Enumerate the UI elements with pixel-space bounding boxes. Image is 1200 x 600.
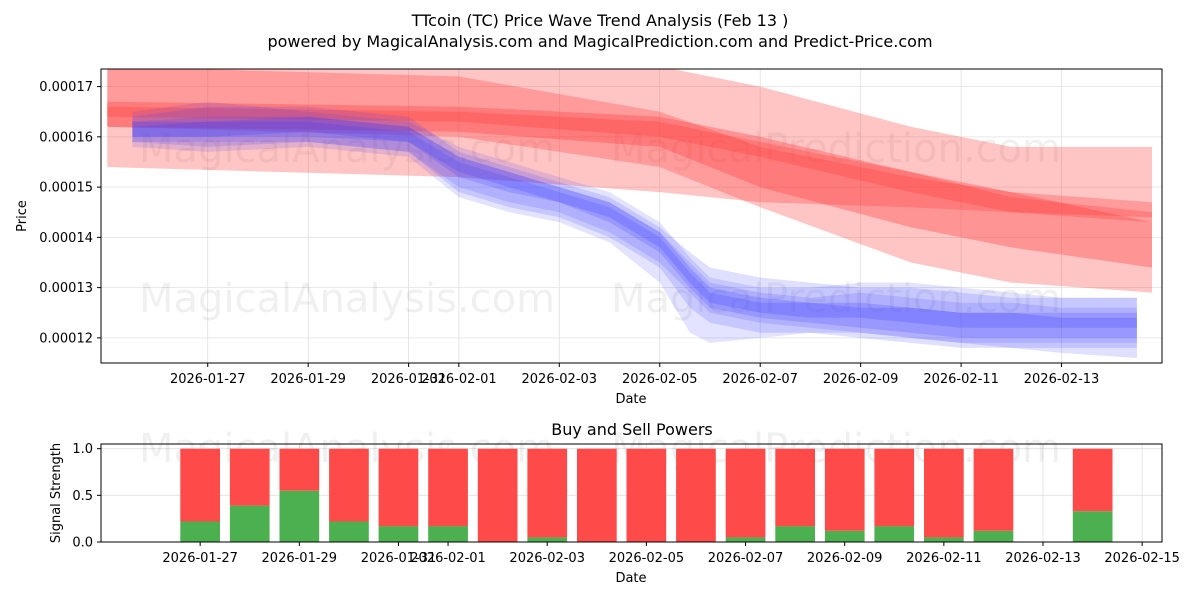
buy-sell-y-tick-label: 0.5 bbox=[72, 489, 93, 504]
price-x-tick-label: 2026-02-03 bbox=[522, 372, 598, 387]
buy-bar bbox=[428, 526, 468, 542]
buy-sell-chart: Buy and Sell Powers MagicalAnalysis.com … bbox=[49, 420, 1180, 586]
buy-sell-x-tick-label: 2026-02-01 bbox=[410, 551, 486, 566]
price-x-tick-label: 2026-02-05 bbox=[622, 372, 698, 387]
price-plot-frame bbox=[100, 68, 1163, 364]
red-forecast-band bbox=[107, 101, 1152, 268]
red-forecast-band bbox=[107, 69, 1152, 218]
buy-bar bbox=[329, 521, 369, 542]
buy-sell-title: Buy and Sell Powers bbox=[551, 420, 713, 439]
red-forecast-band bbox=[107, 69, 1152, 293]
price-y-label: Price bbox=[15, 200, 30, 232]
sell-bar bbox=[1072, 448, 1113, 512]
price-y-tick-label: 0.00017 bbox=[39, 80, 93, 95]
price-x-tick-label: 2026-02-09 bbox=[823, 372, 899, 387]
buy-bar bbox=[725, 537, 766, 542]
buy-sell-x-tick-label: 2026-01-27 bbox=[162, 551, 238, 566]
watermark-right: MagicalPrediction.com bbox=[611, 126, 1061, 172]
price-y-tick-label: 0.00013 bbox=[39, 281, 93, 296]
price-x-tick-label: 2026-02-11 bbox=[923, 372, 999, 387]
buy-sell-x-tick-label: 2026-02-13 bbox=[1005, 551, 1081, 566]
price-x-label: Date bbox=[615, 392, 646, 407]
sell-bar bbox=[180, 448, 220, 522]
buy-sell-y-tick-label: 0.0 bbox=[72, 536, 93, 551]
sell-bar bbox=[279, 448, 320, 491]
watermark-left: MagicalAnalysis.com bbox=[139, 126, 555, 172]
price-x-tick-label: 2026-02-07 bbox=[722, 372, 798, 387]
buy-sell-x-label: Date bbox=[615, 571, 646, 586]
chart-title: TTcoin (TC) Price Wave Trend Analysis (F… bbox=[411, 11, 789, 30]
buy-sell-x-tick-label: 2026-01-31 bbox=[361, 551, 437, 566]
sell-bar bbox=[874, 448, 915, 527]
buy-sell-x-tick-label: 2026-02-03 bbox=[509, 551, 585, 566]
buy-sell-bars bbox=[180, 448, 1113, 542]
price-x-tick-label: 2026-01-29 bbox=[270, 372, 346, 387]
buy-sell-x-tick-label: 2026-02-15 bbox=[1104, 551, 1180, 566]
buy-sell-x-tick-label: 2026-02-11 bbox=[906, 551, 982, 566]
sell-bar bbox=[973, 448, 1014, 531]
watermark-left-2: MagicalAnalysis.com bbox=[139, 276, 555, 322]
buy-bar bbox=[378, 526, 419, 542]
blue-wave-band bbox=[132, 121, 1137, 338]
buy-bar bbox=[527, 537, 568, 542]
sell-bar bbox=[676, 448, 716, 542]
buy-bar bbox=[775, 526, 815, 542]
blue-wave-band bbox=[132, 101, 1137, 343]
buy-sell-x-tick-label: 2026-01-29 bbox=[262, 551, 338, 566]
buy-bar bbox=[180, 521, 220, 542]
buy-bar bbox=[279, 490, 320, 542]
buy-bar bbox=[229, 505, 270, 542]
sell-bar bbox=[577, 448, 617, 542]
price-x-axis: 2026-01-27 2026-01-29 2026-01-312026-02-01… bbox=[170, 363, 1099, 387]
buy-sell-y-label: Signal Strength bbox=[49, 443, 64, 543]
sell-bar bbox=[477, 448, 518, 542]
sell-bar bbox=[824, 448, 865, 531]
buy-bar bbox=[924, 537, 964, 542]
buy-bar bbox=[973, 530, 1014, 542]
buy-bar bbox=[874, 526, 915, 542]
price-x-tick-label: 2026-02-01 bbox=[421, 372, 497, 387]
price-bands bbox=[107, 69, 1152, 358]
sell-bar bbox=[924, 448, 964, 538]
buy-bar bbox=[824, 530, 865, 542]
price-y-tick-label: 0.00015 bbox=[39, 181, 93, 196]
blue-wave-band bbox=[132, 106, 1137, 358]
sell-bar bbox=[527, 448, 568, 538]
price-watermarks: MagicalAnalysis.com MagicalPrediction.co… bbox=[139, 126, 1061, 322]
watermark-right-2: MagicalPrediction.com bbox=[611, 276, 1061, 322]
price-grid bbox=[101, 69, 1162, 363]
sell-bar bbox=[626, 448, 667, 542]
price-y-tick-label: 0.00014 bbox=[39, 231, 93, 246]
red-forecast-band bbox=[107, 106, 1152, 223]
buy-sell-x-axis: 2026-01-27 2026-01-29 2026-01-312026-02-01… bbox=[162, 542, 1180, 566]
price-wave-chart: MagicalAnalysis.com MagicalPrediction.co… bbox=[15, 68, 1163, 407]
sell-bar bbox=[775, 448, 815, 527]
blue-wave-band bbox=[132, 116, 1137, 328]
price-x-tick-label: 2026-02-13 bbox=[1024, 372, 1100, 387]
buy-bar bbox=[1072, 511, 1113, 542]
price-y-tick-label: 0.00012 bbox=[39, 331, 93, 346]
buy-sell-y-tick-label: 1.0 bbox=[72, 442, 93, 457]
buy-sell-x-tick-label: 2026-02-05 bbox=[609, 551, 685, 566]
sell-bar bbox=[329, 448, 369, 522]
price-x-tick-label: 2026-01-31 bbox=[371, 372, 447, 387]
price-band-group bbox=[107, 69, 1152, 358]
buy-sell-x-tick-label: 2026-02-09 bbox=[807, 551, 883, 566]
sell-bar bbox=[725, 448, 766, 538]
blue-wave-band bbox=[132, 116, 1137, 348]
chart-subtitle: powered by MagicalAnalysis.com and Magic… bbox=[267, 32, 932, 51]
sell-bar bbox=[378, 448, 419, 527]
price-y-axis: 0.00012 0.00013 0.00014 0.00015 0.00016 0.000… bbox=[39, 80, 101, 346]
buy-sell-y-axis: 0.0 0.5 1.0 bbox=[72, 442, 101, 551]
buy-sell-x-tick-label: 2026-02-07 bbox=[708, 551, 784, 566]
price-y-tick-label: 0.00016 bbox=[39, 130, 93, 145]
buy-sell-plot-frame bbox=[100, 443, 1163, 543]
sell-bar bbox=[428, 448, 468, 527]
price-x-tick-label: 2026-01-27 bbox=[170, 372, 246, 387]
sell-bar bbox=[229, 448, 270, 506]
